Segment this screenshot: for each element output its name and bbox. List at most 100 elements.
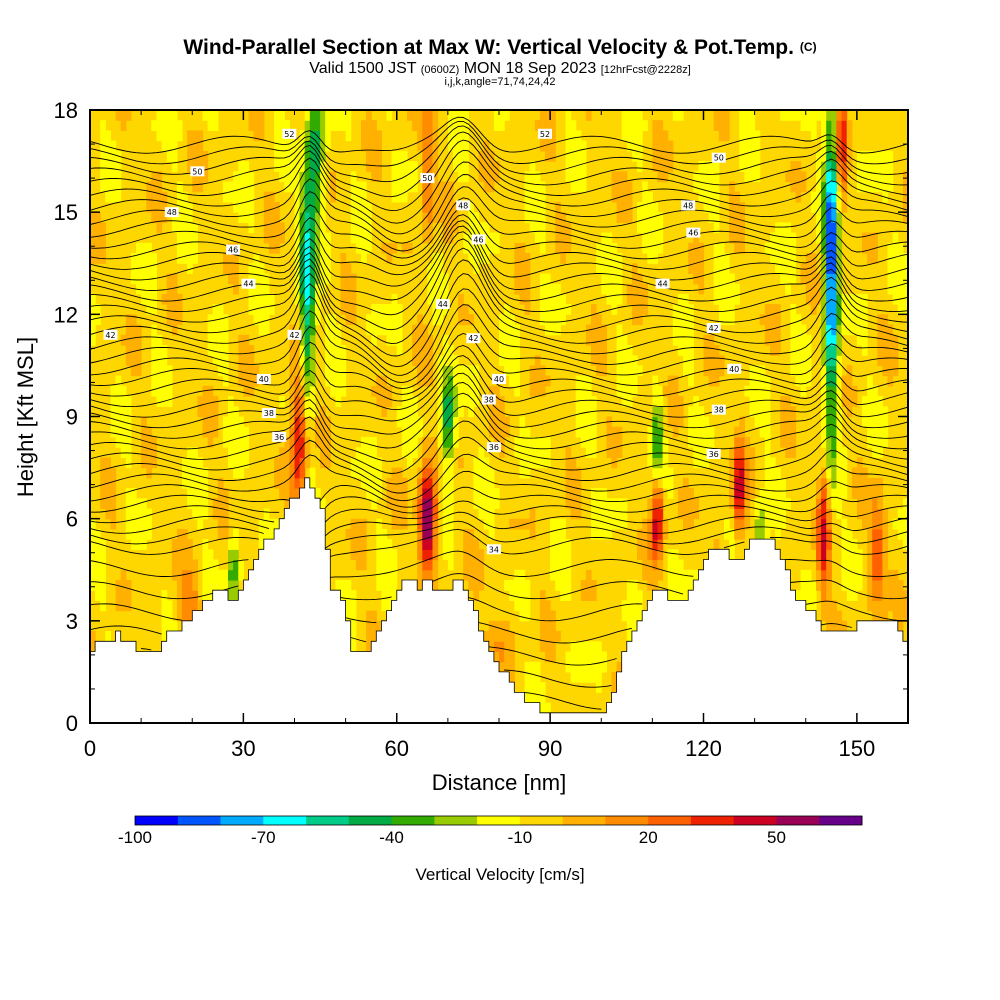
velocity-cell bbox=[371, 447, 377, 458]
velocity-cell bbox=[836, 161, 843, 172]
velocity-cell bbox=[626, 610, 633, 622]
velocity-cell bbox=[631, 273, 638, 285]
velocity-cell bbox=[764, 488, 771, 499]
velocity-cell bbox=[902, 498, 908, 509]
velocity-cell bbox=[233, 416, 239, 428]
velocity-cell bbox=[892, 600, 899, 612]
velocity-cell bbox=[304, 222, 311, 234]
velocity-cell bbox=[458, 140, 464, 152]
velocity-cell bbox=[626, 375, 633, 387]
theta-contour bbox=[90, 536, 259, 555]
velocity-cell bbox=[95, 314, 101, 326]
velocity-cell bbox=[499, 651, 505, 663]
velocity-cell bbox=[187, 498, 193, 509]
velocity-cell bbox=[447, 457, 454, 469]
velocity-cell bbox=[601, 355, 607, 366]
velocity-cell bbox=[642, 518, 648, 530]
velocity-cell bbox=[228, 539, 234, 550]
velocity-cell bbox=[780, 273, 786, 285]
contour-label-text: 42 bbox=[289, 331, 299, 340]
velocity-cell bbox=[713, 161, 720, 172]
velocity-cell bbox=[325, 140, 331, 152]
velocity-cell bbox=[831, 498, 837, 509]
velocity-cell bbox=[171, 549, 178, 561]
velocity-cell bbox=[667, 150, 674, 162]
contour-label: 38 bbox=[481, 394, 496, 405]
velocity-cell bbox=[166, 293, 173, 305]
velocity-cell bbox=[764, 447, 771, 458]
velocity-cell bbox=[826, 396, 832, 407]
velocity-cell bbox=[902, 273, 908, 285]
velocity-cell bbox=[826, 569, 832, 581]
velocity-cell bbox=[146, 242, 152, 254]
velocity-cell bbox=[453, 365, 459, 377]
velocity-cell bbox=[841, 120, 848, 131]
velocity-cell bbox=[192, 447, 198, 458]
velocity-cell bbox=[672, 110, 679, 121]
velocity-cell bbox=[304, 334, 311, 346]
velocity-cell bbox=[555, 212, 561, 223]
velocity-cell bbox=[401, 426, 408, 438]
velocity-cell bbox=[514, 334, 520, 346]
velocity-cell bbox=[279, 140, 285, 152]
velocity-cell bbox=[432, 263, 439, 274]
velocity-cell bbox=[601, 528, 607, 540]
velocity-cell bbox=[534, 365, 541, 377]
velocity-cell bbox=[447, 201, 454, 213]
velocity-cell bbox=[688, 580, 694, 591]
velocity-cell bbox=[555, 549, 561, 561]
velocity-cell bbox=[187, 140, 193, 152]
velocity-cell bbox=[846, 528, 853, 540]
velocity-cell bbox=[831, 242, 837, 254]
velocity-cell bbox=[396, 161, 403, 172]
velocity-cell bbox=[877, 447, 883, 458]
velocity-cell bbox=[539, 201, 546, 213]
velocity-cell bbox=[371, 610, 377, 622]
velocity-cell bbox=[478, 498, 485, 509]
velocity-cell bbox=[555, 324, 561, 336]
velocity-cell bbox=[539, 191, 546, 203]
velocity-cell bbox=[545, 150, 551, 162]
velocity-cell bbox=[182, 467, 188, 479]
velocity-cell bbox=[565, 130, 572, 142]
velocity-cell bbox=[447, 416, 454, 428]
velocity-cell bbox=[642, 120, 648, 131]
velocity-cell bbox=[652, 549, 659, 561]
velocity-cell bbox=[611, 253, 618, 264]
velocity-cell bbox=[790, 314, 797, 326]
velocity-cell bbox=[376, 304, 382, 315]
velocity-cell bbox=[432, 528, 439, 540]
velocity-cell bbox=[320, 130, 326, 142]
velocity-cell bbox=[437, 355, 444, 366]
velocity-cell bbox=[182, 569, 188, 581]
velocity-cell bbox=[867, 253, 873, 264]
velocity-cell bbox=[841, 518, 848, 530]
velocity-cell bbox=[217, 518, 224, 530]
velocity-cell bbox=[764, 385, 771, 397]
velocity-cell bbox=[509, 661, 515, 673]
velocity-cell bbox=[560, 232, 566, 244]
velocity-cell bbox=[846, 140, 853, 152]
velocity-cell bbox=[770, 457, 776, 469]
velocity-cell bbox=[570, 671, 577, 683]
contour-label: 44 bbox=[435, 299, 450, 310]
velocity-cell bbox=[872, 232, 878, 244]
velocity-cell bbox=[841, 140, 848, 152]
velocity-cell bbox=[407, 110, 413, 121]
velocity-cell bbox=[315, 120, 321, 131]
velocity-cell bbox=[851, 488, 858, 499]
velocity-cell bbox=[816, 212, 822, 223]
velocity-cell bbox=[110, 150, 117, 162]
theta-contour bbox=[90, 355, 908, 411]
velocity-cell bbox=[192, 467, 198, 479]
theta-contour bbox=[345, 617, 377, 623]
velocity-cell bbox=[836, 304, 843, 315]
velocity-cell bbox=[432, 201, 439, 213]
velocity-cell bbox=[529, 161, 536, 172]
velocity-cell bbox=[125, 528, 132, 540]
contour-label: 34 bbox=[486, 544, 501, 555]
velocity-cell bbox=[872, 477, 878, 489]
velocity-cell bbox=[320, 416, 326, 428]
velocity-cell bbox=[284, 447, 290, 458]
velocity-cell bbox=[253, 110, 260, 121]
